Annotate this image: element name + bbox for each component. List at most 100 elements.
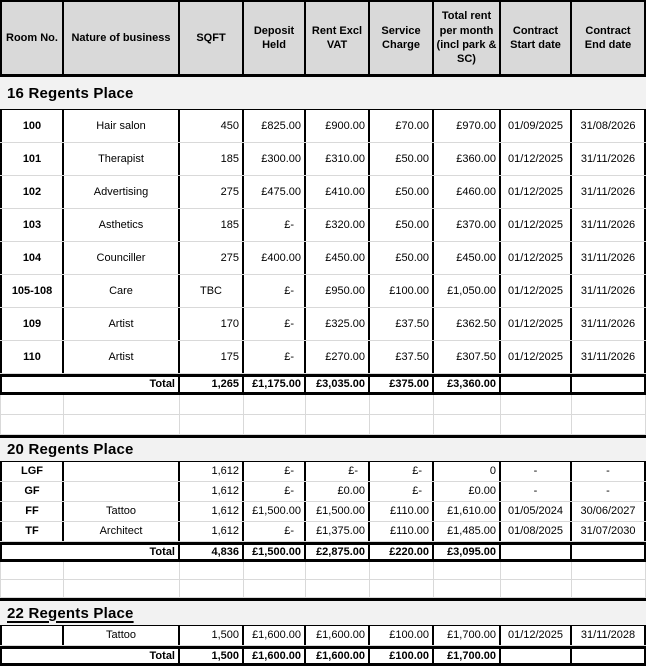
total-cell-rent[interactable]: £3,035.00 [306,377,370,392]
cell-start[interactable]: 01/12/2025 [501,242,572,274]
cell-deposit[interactable]: £300.00 [244,143,306,175]
cell-rent[interactable]: £450.00 [306,242,370,274]
total-cell-sqft[interactable]: 1,500 [180,649,244,663]
cell-total[interactable]: £307.50 [434,341,501,373]
cell-service[interactable]: £50.00 [370,143,434,175]
header-cell-start[interactable]: Contract Start date [501,2,572,74]
header-cell-deposit[interactable]: Deposit Held [244,2,306,74]
total-cell-deposit[interactable]: £1,175.00 [244,377,306,392]
cell-total[interactable]: £1,050.00 [434,275,501,307]
total-cell-rent[interactable]: £2,875.00 [306,545,370,559]
cell-deposit[interactable]: £475.00 [244,176,306,208]
cell-total[interactable]: £1,700.00 [434,626,501,645]
cell-total[interactable]: £970.00 [434,110,501,142]
cell-service[interactable]: £50.00 [370,176,434,208]
cell-deposit[interactable]: £- [244,209,306,241]
total-cell-sqft[interactable]: 4,836 [180,545,244,559]
cell-service[interactable]: £37.50 [370,341,434,373]
cell-business[interactable]: Artist [64,341,180,373]
cell-sqft[interactable]: 185 [180,143,244,175]
total-label-cell[interactable]: Total [0,545,180,559]
total-cell-rent[interactable]: £1,600.00 [306,649,370,663]
cell-rent[interactable]: £320.00 [306,209,370,241]
cell-room[interactable]: 109 [0,308,64,340]
cell-sqft[interactable]: 275 [180,176,244,208]
cell-room[interactable]: LGF [0,462,64,481]
total-cell-end[interactable] [572,545,646,559]
total-cell-deposit[interactable]: £1,500.00 [244,545,306,559]
cell-sqft[interactable]: 175 [180,341,244,373]
total-cell-end[interactable] [572,649,646,663]
cell-total[interactable]: £1,485.00 [434,522,501,541]
cell-total[interactable]: £360.00 [434,143,501,175]
total-cell-service[interactable]: £220.00 [370,545,434,559]
cell-room[interactable]: 102 [0,176,64,208]
cell-rent[interactable]: £410.00 [306,176,370,208]
total-cell-service[interactable]: £375.00 [370,377,434,392]
cell-room[interactable]: 103 [0,209,64,241]
header-cell-end[interactable]: Contract End date [572,2,646,74]
cell-deposit[interactable]: £825.00 [244,110,306,142]
cell-room[interactable]: TF [0,522,64,541]
cell-total[interactable]: £0.00 [434,482,501,501]
cell-service[interactable]: £- [370,462,434,481]
cell-end[interactable]: 31/08/2026 [572,110,646,142]
total-cell-service[interactable]: £100.00 [370,649,434,663]
cell-start[interactable]: 01/12/2025 [501,308,572,340]
cell-sqft[interactable]: 275 [180,242,244,274]
cell-rent[interactable]: £310.00 [306,143,370,175]
cell-sqft[interactable]: 450 [180,110,244,142]
cell-start[interactable]: 01/12/2025 [501,341,572,373]
cell-business[interactable]: Counciller [64,242,180,274]
total-cell-start[interactable] [501,649,572,663]
cell-room[interactable]: 104 [0,242,64,274]
cell-end[interactable]: 31/11/2026 [572,242,646,274]
cell-service[interactable]: £50.00 [370,242,434,274]
cell-rent[interactable]: £- [306,462,370,481]
cell-rent[interactable]: £1,600.00 [306,626,370,645]
cell-end[interactable]: 31/11/2026 [572,209,646,241]
cell-service[interactable]: £50.00 [370,209,434,241]
cell-rent[interactable]: £325.00 [306,308,370,340]
cell-start[interactable]: 01/08/2025 [501,522,572,541]
cell-start[interactable]: 01/12/2025 [501,143,572,175]
cell-service[interactable]: £110.00 [370,522,434,541]
cell-rent[interactable]: £1,375.00 [306,522,370,541]
cell-start[interactable]: 01/05/2024 [501,502,572,521]
cell-room[interactable]: 110 [0,341,64,373]
total-cell-start[interactable] [501,545,572,559]
total-cell-end[interactable] [572,377,646,392]
header-cell-total[interactable]: Total rent per month (incl park & SC) [434,2,501,74]
cell-deposit[interactable]: £1,500.00 [244,502,306,521]
cell-rent[interactable]: £1,500.00 [306,502,370,521]
cell-room[interactable]: GF [0,482,64,501]
cell-business[interactable]: Tattoo [64,626,180,645]
cell-business[interactable]: Asthetics [64,209,180,241]
cell-service[interactable]: £37.50 [370,308,434,340]
cell-sqft[interactable]: 1,612 [180,522,244,541]
cell-business[interactable]: Tattoo [64,502,180,521]
cell-room[interactable]: FF [0,502,64,521]
cell-end[interactable]: 31/11/2026 [572,275,646,307]
header-cell-sqft[interactable]: SQFT [180,2,244,74]
cell-end[interactable]: 31/11/2028 [572,626,646,645]
cell-deposit[interactable]: £- [244,482,306,501]
cell-total[interactable]: £370.00 [434,209,501,241]
cell-business[interactable]: Hair salon [64,110,180,142]
total-label-cell[interactable]: Total [0,377,180,392]
section-header-row[interactable]: 20 Regents Place [0,435,646,462]
cell-sqft[interactable]: 1,500 [180,626,244,645]
total-cell-total[interactable]: £3,360.00 [434,377,501,392]
cell-sqft[interactable]: 1,612 [180,462,244,481]
cell-room[interactable]: 101 [0,143,64,175]
cell-room[interactable]: 105-108 [0,275,64,307]
header-cell-room[interactable]: Room No. [0,2,64,74]
cell-sqft[interactable]: 1,612 [180,482,244,501]
section-header-row[interactable]: 22 Regents Place [0,598,646,626]
cell-deposit[interactable]: £- [244,462,306,481]
cell-end[interactable]: 31/11/2026 [572,341,646,373]
cell-total[interactable]: £1,610.00 [434,502,501,521]
cell-business[interactable]: Care [64,275,180,307]
cell-service[interactable]: £- [370,482,434,501]
cell-sqft[interactable]: 1,612 [180,502,244,521]
